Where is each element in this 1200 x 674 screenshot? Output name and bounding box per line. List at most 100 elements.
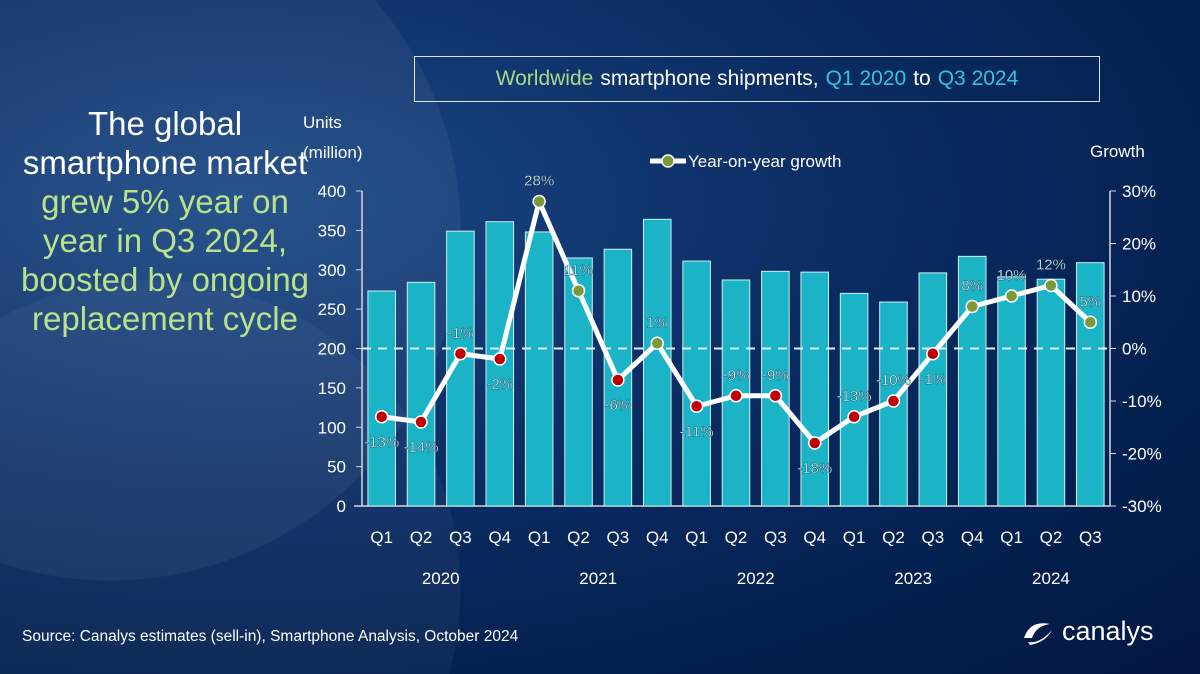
growth-label: -9%	[762, 367, 789, 384]
x-tick-label: Q3	[764, 528, 787, 547]
growth-label: -2%	[486, 376, 513, 393]
growth-marker	[1044, 278, 1058, 293]
growth-marker	[807, 436, 822, 450]
growth-label: 28%	[524, 173, 554, 190]
x-tick-label: Q3	[607, 528, 630, 547]
title-part: to	[913, 67, 931, 90]
growth-marker	[374, 410, 389, 424]
left-tick-label: 50	[327, 458, 346, 477]
left-tick-label: 150	[318, 379, 346, 398]
left-tick-label: 100	[318, 418, 346, 437]
title-part: Q3 2024	[937, 67, 1019, 90]
growth-marker	[886, 394, 901, 408]
right-tick-label: -20%	[1122, 445, 1162, 464]
bar	[800, 271, 830, 507]
right-tick-label: -10%	[1122, 392, 1162, 411]
headline: The global smartphone market grew 5% yea…	[20, 104, 310, 338]
bar	[957, 255, 987, 507]
headline-white: The global smartphone market	[22, 105, 308, 181]
growth-label: 12%	[1036, 257, 1066, 274]
x-tick-label: Q1	[1000, 528, 1023, 547]
x-tick-label: Q4	[488, 528, 511, 547]
growth-marker	[1083, 315, 1098, 329]
growth-marker	[847, 410, 861, 424]
growth-label: 10%	[997, 267, 1027, 284]
x-tick-label: Q2	[1040, 528, 1063, 547]
growth-label: -1%	[447, 325, 474, 342]
growth-label: -11%	[680, 423, 714, 440]
growth-marker	[453, 347, 468, 361]
x-tick-label: Q1	[528, 528, 551, 547]
right-tick-label: -30%	[1122, 497, 1162, 516]
x-tick-label: Q2	[725, 528, 748, 547]
bar	[839, 292, 869, 507]
x-tick-label: Q1	[843, 528, 866, 547]
x-tick-label: Q1	[370, 528, 393, 547]
year-label: 2021	[579, 569, 617, 588]
growth-marker	[768, 389, 783, 403]
title-part: smartphone shipments,	[600, 67, 819, 90]
growth-label: 5%	[1079, 293, 1101, 310]
growth-label: -9%	[723, 367, 750, 384]
year-label: 2024	[1032, 569, 1070, 588]
growth-marker	[414, 415, 428, 429]
logo-text: canalys	[1062, 616, 1154, 646]
growth-label: 11%	[564, 262, 593, 279]
bar	[918, 272, 948, 507]
left-axis-label-line: (million)	[303, 143, 363, 162]
bar	[367, 290, 396, 507]
bar	[997, 276, 1026, 507]
growth-marker	[611, 373, 625, 387]
right-tick-label: 0%	[1122, 340, 1147, 359]
x-tick-label: Q4	[646, 528, 669, 547]
left-tick-label: 0	[337, 497, 346, 516]
right-tick-label: 30%	[1122, 182, 1156, 201]
right-tick-label: 10%	[1122, 287, 1156, 306]
growth-marker	[571, 284, 586, 298]
chart-title: Worldwide smartphone shipments, Q1 2020 …	[414, 56, 1100, 102]
legend-marker	[661, 154, 675, 168]
bar	[682, 260, 711, 507]
year-label: 2022	[737, 569, 775, 588]
x-tick-label: Q2	[882, 528, 905, 547]
year-label: 2020	[422, 569, 460, 588]
left-tick-label: 200	[318, 340, 346, 359]
growth-marker	[965, 299, 979, 314]
right-axis-label: Growth	[1090, 142, 1145, 161]
growth-label: -10%	[876, 372, 911, 389]
growth-marker	[689, 399, 704, 413]
growth-label: -6%	[605, 397, 632, 414]
year-label: 2023	[894, 569, 932, 588]
bar	[1036, 278, 1066, 507]
legend-label: Year-on-year growth	[688, 152, 841, 171]
source-note: Source: Canalys estimates (sell-in), Sma…	[22, 628, 519, 645]
title-part: Worldwide	[495, 67, 594, 90]
growth-label: -1%	[919, 371, 946, 388]
canalys-logo: canalys	[1020, 616, 1154, 647]
canalys-logo-icon	[1024, 622, 1052, 645]
growth-label: -13%	[837, 388, 872, 405]
title-part: Q1 2020	[825, 67, 907, 90]
bar	[761, 270, 790, 507]
bar	[1076, 262, 1105, 507]
left-tick-label: 300	[318, 261, 346, 280]
bar	[524, 231, 554, 507]
right-tick-label: 20%	[1122, 235, 1156, 254]
growth-label: 1%	[646, 314, 668, 331]
headline-green: grew 5% year on year in Q3 2024, boosted…	[20, 183, 310, 337]
x-tick-label: Q2	[410, 528, 433, 547]
x-tick-label: Q3	[449, 528, 472, 547]
growth-marker	[532, 194, 546, 209]
growth-marker	[926, 347, 940, 361]
x-tick-label: Q2	[567, 528, 590, 547]
growth-marker	[729, 389, 743, 403]
bar	[642, 218, 672, 507]
growth-marker	[650, 336, 665, 350]
growth-label: -18%	[797, 460, 832, 477]
x-tick-label: Q4	[961, 528, 984, 547]
x-tick-label: Q4	[803, 528, 826, 547]
growth-label: -14%	[404, 439, 439, 456]
growth-label: 8%	[961, 278, 983, 295]
bar	[406, 281, 436, 507]
